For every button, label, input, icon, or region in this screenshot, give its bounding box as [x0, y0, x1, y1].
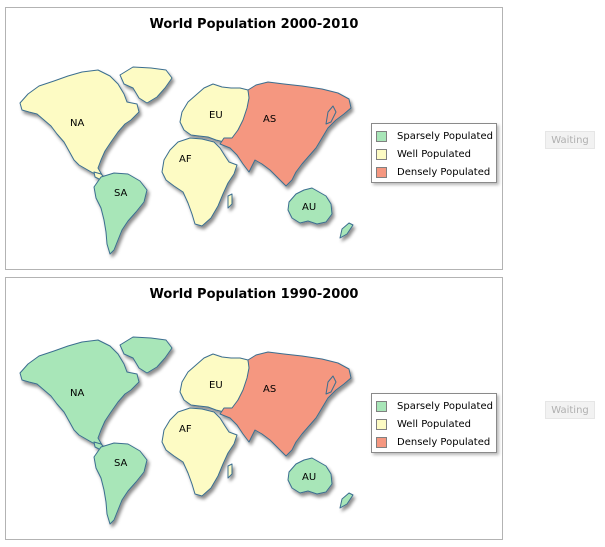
legend: Sparsely Populated Well Populated Densel…	[371, 123, 497, 183]
greenland[interactable]	[119, 336, 173, 374]
legend-label: Well Populated	[397, 418, 471, 430]
legend-swatch-dense	[376, 166, 387, 178]
world-map: NA SA EU AF AS AU	[19, 66, 354, 255]
legend-swatch-dense	[376, 436, 387, 448]
legend-item-well[interactable]: Well Populated	[376, 417, 471, 431]
madagascar[interactable]	[227, 193, 233, 209]
legend-item-sparse[interactable]: Sparsely Populated	[376, 399, 493, 413]
region-as[interactable]	[219, 351, 352, 457]
label-as: AS	[263, 114, 276, 125]
region-af[interactable]	[161, 137, 238, 227]
legend-swatch-sparse	[376, 130, 387, 142]
legend: Sparsely Populated Well Populated Densel…	[371, 393, 497, 453]
region-na[interactable]	[19, 69, 140, 176]
greenland[interactable]	[119, 66, 173, 104]
label-as: AS	[263, 384, 276, 395]
new-zealand[interactable]	[339, 492, 354, 509]
map-title: World Population 2000-2010	[149, 17, 359, 32]
legend-label: Densely Populated	[397, 166, 491, 178]
legend-swatch-sparse	[376, 400, 387, 412]
legend-item-dense[interactable]: Densely Populated	[376, 165, 490, 179]
japan[interactable]	[325, 105, 337, 125]
legend-label: Sparsely Populated	[397, 130, 493, 142]
region-na[interactable]	[19, 339, 140, 446]
label-af: AF	[179, 154, 192, 165]
legend-item-well[interactable]: Well Populated	[376, 147, 471, 161]
map-panel-2000-2010: World Population 2000-2010	[5, 7, 503, 270]
map-title: World Population 1990-2000	[149, 287, 359, 302]
region-au[interactable]	[287, 187, 333, 225]
world-map: NA SA EU AF AS AU	[19, 336, 354, 525]
label-sa: SA	[114, 188, 128, 199]
legend-swatch-well	[376, 418, 387, 430]
label-au: AU	[302, 202, 316, 213]
legend-label: Sparsely Populated	[397, 400, 493, 412]
label-na: NA	[70, 388, 84, 399]
label-au: AU	[302, 472, 316, 483]
label-eu: EU	[209, 380, 223, 391]
japan[interactable]	[325, 375, 337, 395]
region-af[interactable]	[161, 407, 238, 497]
legend-label: Well Populated	[397, 148, 471, 160]
label-sa: SA	[114, 458, 128, 469]
new-zealand[interactable]	[339, 222, 354, 239]
waiting-status: Waiting	[545, 131, 595, 149]
map-panel-1990-2000: World Population 1990-2000 NA SA EU AF A…	[5, 277, 503, 540]
label-eu: EU	[209, 110, 223, 121]
label-af: AF	[179, 424, 192, 435]
legend-item-sparse[interactable]: Sparsely Populated	[376, 129, 493, 143]
legend-item-dense[interactable]: Densely Populated	[376, 435, 490, 449]
region-as[interactable]	[219, 81, 352, 187]
label-na: NA	[70, 118, 84, 129]
legend-swatch-well	[376, 148, 387, 160]
region-au[interactable]	[287, 457, 333, 495]
madagascar[interactable]	[227, 463, 233, 479]
region-sa[interactable]	[93, 442, 148, 525]
legend-label: Densely Populated	[397, 436, 491, 448]
region-sa[interactable]	[93, 172, 148, 255]
waiting-status: Waiting	[545, 401, 595, 419]
